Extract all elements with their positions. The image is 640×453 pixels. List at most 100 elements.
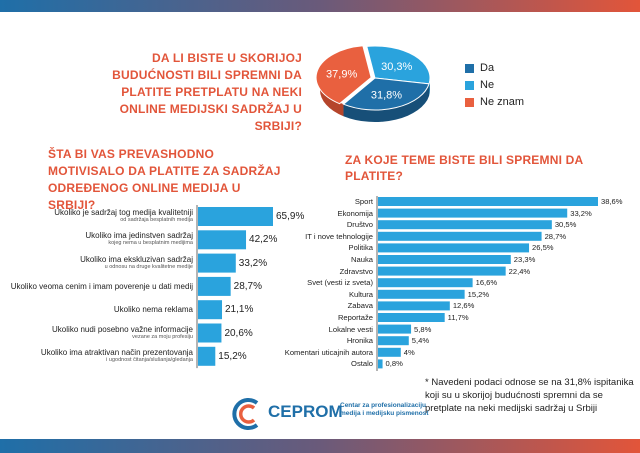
pie-side-da [343,83,430,122]
topics-category-label: Kultura [348,289,373,299]
topics-category-label: Zdravstvo [339,266,373,276]
motivation-category-sub: vezane za moju profesiju [132,333,193,340]
motivation-value-label: 65,9% [276,211,305,222]
motivation-category-main: Ukoliko ima atraktivan način prezentovan… [40,347,193,357]
motivation-category-sub: i ugodnost čitanja/slušanja/gledanja [106,356,193,363]
motivation-category-main: Ukoliko nudi posebno važne informacije [52,324,193,334]
topics-value-label: 22,4% [508,266,531,276]
motivation-bar [198,300,223,320]
motivation-value-label: 20,6% [224,327,253,339]
motivation-category-sub: kojeg nema u besplatnim medijima [108,240,193,247]
motivation-category-sub: u odnosu na druge kvalitetne medije [104,263,193,270]
topics-category-label: Lokalne vesti [328,324,373,334]
motivation-category-label: Ukoliko veoma cenim i imam poverenje u d… [0,282,193,291]
topics-category-label: Komentari uticajnih autora [284,347,373,357]
topics-bar [378,231,542,241]
topics-bar [378,208,568,218]
motivation-category-sub: od sadržaja besplatnih medija [120,217,193,223]
topics-value-label: 16,6% [475,278,498,288]
motivation-category-main: Ukoliko ima ekskluzivan sadržaj [80,254,193,264]
motivation-category-label: Ukoliko je sadržaj tog medija kvalitetni… [0,208,193,224]
topics-bar [378,255,511,264]
motivation-category-label: Ukoliko ima ekskluzivan sadržaj u odnosu … [0,255,193,271]
topics-bar [378,278,473,288]
motivation-bar [198,253,236,273]
topics-value-label: 15,2% [467,289,490,299]
topics-category-label: Politika [348,243,373,253]
topics-value-label: 0,8% [385,359,403,369]
legend-label-da: Da [480,62,495,74]
topics-category-label: Ekonomija [337,208,373,218]
topics-bar [378,324,412,334]
footnote: * Navedeni podaci odnose se na 31,8% isp… [425,377,634,414]
topics-category-label: Ostalo [351,359,373,369]
motivation-category-main: Ukoliko je sadržaj tog medija kvalitetni… [54,208,193,217]
topics-bar [378,301,450,311]
motivation-category-label: Ukoliko nema reklama [0,305,193,314]
motivation-bar [198,230,247,250]
legend-swatch-ne [465,80,474,90]
topics-category-label: Sport [354,197,373,206]
motivation-bar [198,276,231,296]
motivation-category-main: Ukoliko veoma cenim i imam poverenje u d… [10,281,193,291]
pie-label-da: 31,8% [371,89,402,101]
top-gradient-band [0,0,640,12]
topics-category-label: Nauka [351,255,373,264]
topics-category-label: Društvo [346,220,373,230]
pie-slice-da [342,77,430,111]
question-subscription: Da li biste u skorijoj budućnosti bili s… [112,51,302,133]
legend-item-ne-znam: Ne znam [465,96,524,108]
motivation-category-label: Ukoliko nudi posebno važne informacije ve… [0,325,193,341]
pie-label-ne: 30,3% [381,61,412,73]
topics-category-label: IT i nove tehnologije [305,231,373,241]
motivation-value-label: 15,2% [218,350,247,362]
topics-value-label: 23,3% [513,255,536,264]
question-topics: Za koje teme biste bili spremni da plati… [345,153,583,183]
legend-swatch-da [465,63,474,73]
logo-outer-arc [232,398,259,430]
legend-swatch-ne-znam [465,97,474,107]
legend-label-ne-znam: Ne znam [480,96,525,108]
legend-item-da: Da [465,62,524,74]
topics-value-label: 28,7% [544,231,567,241]
motivation-bar [198,323,222,343]
motivation-category-label: Ukoliko ima jedinstven sadržaj kojeg nema… [0,231,193,247]
motivation-value-label: 42,2% [249,234,278,246]
topics-bar [378,197,598,206]
motivation-bar [198,207,273,226]
legend-item-ne: Ne [465,79,524,91]
topics-bar [378,359,383,369]
topics-bar [378,336,409,346]
legend-label-ne: Ne [480,79,495,91]
brand-name: CEPROM [268,402,343,421]
topics-bar [378,220,552,230]
bottom-gradient-band [0,439,640,453]
topics-category-label: Reportaže [337,313,373,322]
motivation-value-label: 28,7% [233,280,263,292]
motivation-category-label: Ukoliko ima atraktivan način prezentovan… [0,348,193,364]
pie-side-ne-znam [319,78,344,117]
motivation-bar [198,346,216,366]
topics-bar [378,313,445,322]
topics-bar [378,243,530,253]
topics-value-label: 12,6% [452,301,475,311]
topics-value-label: 30,5% [554,220,577,230]
topics-value-label: 33,2% [570,208,592,218]
topics-value-label: 4% [403,347,415,357]
topics-category-label: Svet (vesti iz sveta) [307,278,373,288]
topics-category-label: Hronika [346,336,373,346]
motivation-value-label: 33,2% [238,257,268,269]
topics-bar [378,347,401,357]
logo-inner-arc [238,404,256,424]
topics-value-label: 11,7% [447,313,469,322]
topics-bar [378,289,465,299]
pie-label-ne-znam: 37,9% [326,68,357,80]
pie-slice-ne [366,45,431,85]
topics-bar [378,266,506,276]
topics-value-label: 26,5% [532,243,554,253]
pie-legend: Da Ne Ne znam [465,62,524,108]
